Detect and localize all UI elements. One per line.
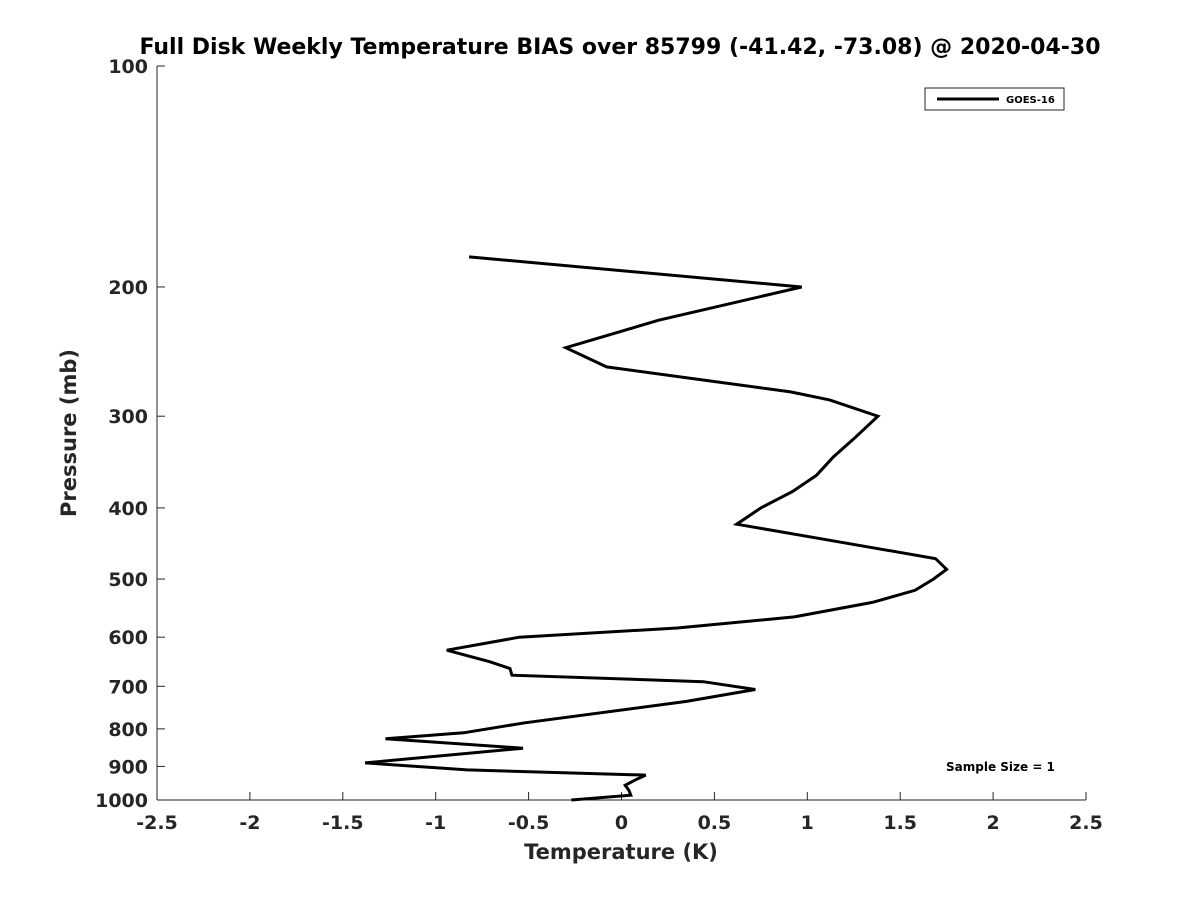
x-tick-label: 1 [801, 812, 814, 834]
series-layer [364, 255, 949, 802]
chart-title: Full Disk Weekly Temperature BIAS over 8… [139, 35, 1100, 60]
y-tick-label: 600 [108, 627, 148, 649]
x-tick-label: 2 [986, 812, 999, 834]
y-tick-label: 800 [108, 719, 148, 741]
x-tick-label: -1 [425, 812, 446, 834]
legend-entry-label: GOES-16 [1006, 95, 1055, 106]
y-tick-label: 300 [108, 406, 148, 428]
x-tick-label: -0.5 [508, 812, 550, 834]
y-axis-label: Pressure (mb) [57, 349, 81, 517]
series-line-goes-16 [364, 255, 949, 802]
y-tick-label: 200 [108, 277, 148, 299]
y-tick-label: 1000 [95, 790, 148, 812]
y-tick-label: 700 [108, 676, 148, 698]
x-tick-label: 0 [615, 812, 628, 834]
x-tick-label: -1.5 [322, 812, 364, 834]
y-tick-label: 500 [108, 569, 148, 591]
y-axis-ticks: 100 200 300 400 500 600 700 800 900 1000 [95, 56, 165, 812]
x-tick-label: -2.5 [136, 812, 178, 834]
y-tick-label: 900 [108, 756, 148, 778]
x-tick-label: -2 [239, 812, 260, 834]
plot-axes [156, 66, 1086, 801]
x-tick-label: 2.5 [1069, 812, 1103, 834]
y-tick-label: 100 [108, 56, 148, 78]
x-axis-label: Temperature (K) [524, 840, 718, 864]
x-axis-ticks: -2.5 -2 -1.5 -1 -0.5 0 0.5 1 1.5 2 2.5 [136, 792, 1103, 834]
legend: GOES-16 [924, 87, 1065, 111]
sample-size-annotation: Sample Size = 1 [946, 760, 1055, 774]
x-tick-label: 0.5 [698, 812, 732, 834]
y-tick-label: 400 [108, 498, 148, 520]
x-tick-label: 1.5 [883, 812, 917, 834]
